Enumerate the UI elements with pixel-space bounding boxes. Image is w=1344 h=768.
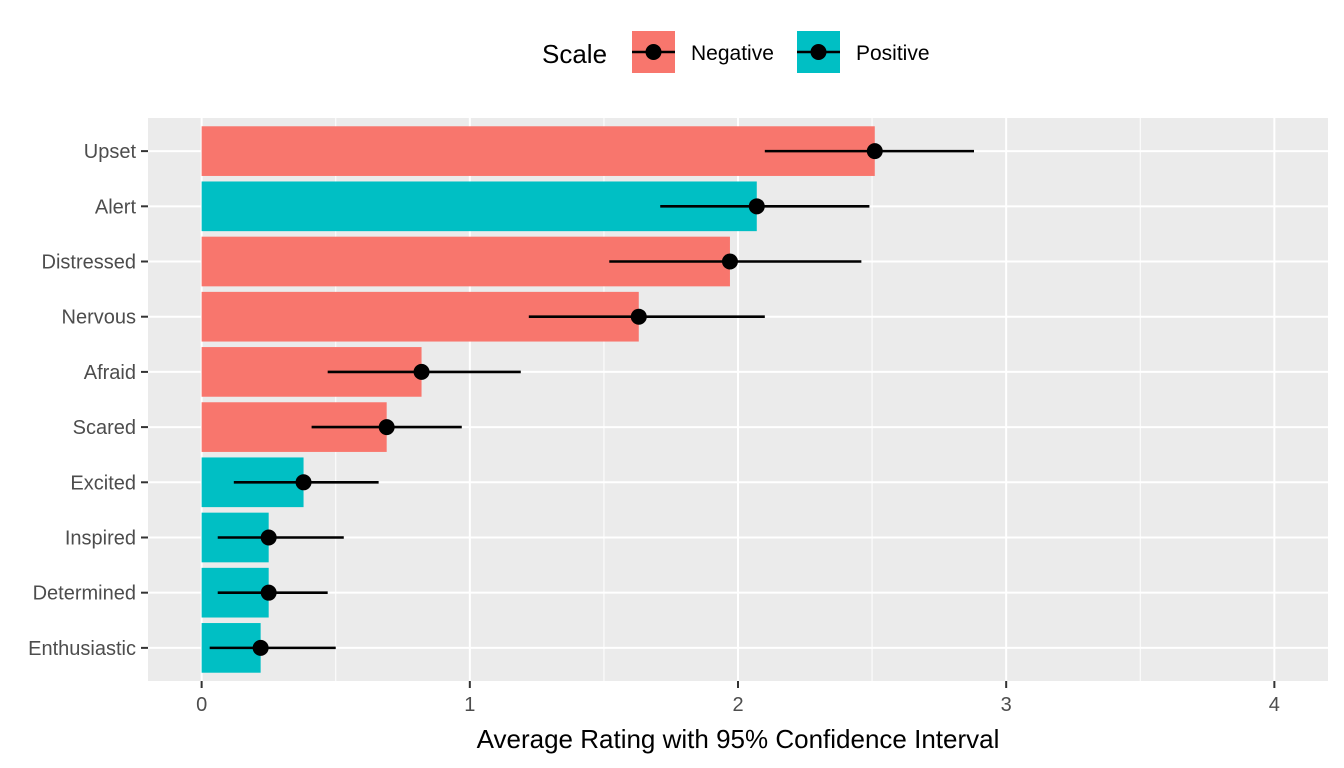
legend-label: Positive — [856, 42, 930, 65]
legend: Scale Negative Positive — [542, 31, 930, 73]
y-tick-label: Determined — [33, 583, 136, 605]
mean-point — [630, 308, 647, 325]
y-axis: Upset Alert Distressed Nervous Afraid Scared E… — [28, 141, 148, 660]
mean-point — [260, 529, 277, 546]
mean-point — [252, 639, 269, 656]
legend-key-point — [810, 44, 827, 60]
y-tick-label: Enthusiastic — [28, 638, 136, 660]
x-tick-label: 2 — [732, 694, 743, 716]
y-tick-label: Scared — [73, 417, 136, 439]
y-tick-label: Excited — [70, 472, 136, 494]
y-tick-label: Alert — [95, 196, 137, 218]
y-tick-label: Afraid — [84, 362, 136, 384]
mean-point — [260, 584, 277, 601]
mean-point — [378, 419, 395, 436]
x-tick-label: 3 — [1001, 694, 1012, 716]
x-axis: 0 1 2 3 4 — [196, 681, 1280, 716]
y-tick-label: Distressed — [42, 252, 136, 274]
x-tick-label: 4 — [1269, 694, 1280, 716]
bar — [201, 126, 875, 176]
x-axis-title: Average Rating with 95% Confidence Inter… — [477, 724, 1000, 754]
mean-point — [748, 198, 765, 215]
x-tick-label: 0 — [196, 694, 207, 716]
legend-label: Negative — [691, 42, 774, 65]
mean-point — [295, 474, 312, 491]
legend-title: Scale — [542, 39, 607, 69]
legend-items: Negative Positive — [632, 31, 930, 73]
x-tick-label: 1 — [464, 694, 475, 716]
mean-point — [721, 253, 738, 270]
y-tick-label: Nervous — [62, 307, 136, 329]
points — [252, 143, 883, 656]
y-tick-label: Upset — [84, 141, 137, 163]
mean-point — [866, 143, 883, 160]
y-tick-label: Inspired — [65, 527, 136, 549]
legend-key-point — [645, 44, 662, 60]
mean-point — [413, 363, 430, 380]
